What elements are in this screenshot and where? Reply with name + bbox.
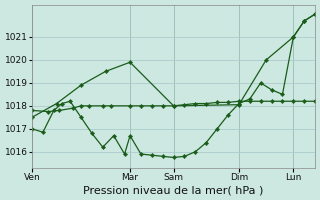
X-axis label: Pression niveau de la mer( hPa ): Pression niveau de la mer( hPa ) [84,185,264,195]
